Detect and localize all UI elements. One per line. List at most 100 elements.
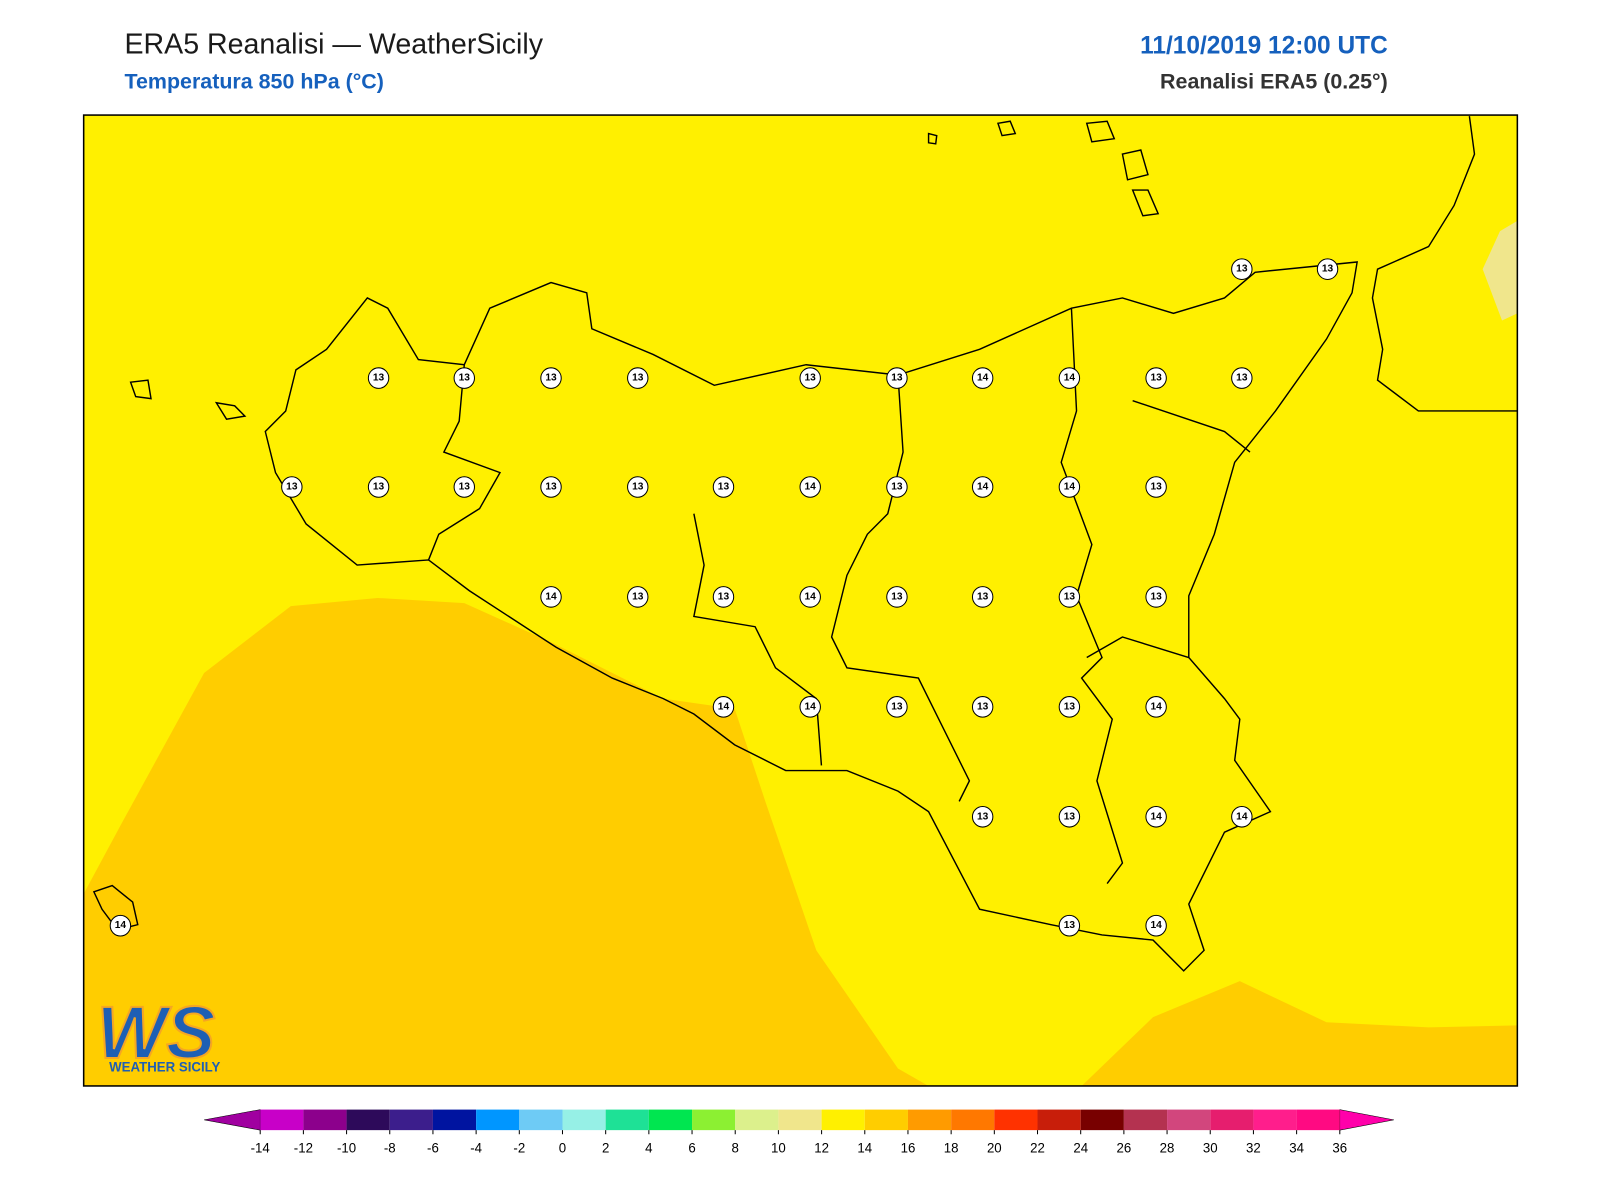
colorbar-tick-label: -8 [384,1141,396,1156]
station-value: 14 [977,481,989,492]
colorbar-tick-label: 36 [1332,1141,1347,1156]
colorbar-tick-label: 2 [602,1141,609,1156]
station-value: 13 [373,481,385,492]
station-marker [1145,476,1167,498]
colorbar-segment [1080,1109,1124,1131]
colorbar-tick-label: 34 [1289,1141,1304,1156]
map-frame [82,114,1519,1087]
province-borders [427,308,1251,884]
colorbar-tick-label: 4 [645,1141,652,1156]
colorbar-segment [778,1109,822,1131]
station-value: 13 [1322,264,1334,275]
colorbar-segment [864,1109,908,1131]
station: 13 [886,367,908,389]
station-marker [1145,367,1167,389]
colorbar-segment [476,1109,520,1131]
colorbar-segment [821,1109,865,1131]
station: 13 [712,586,735,608]
field-14-16 [1081,981,1518,1086]
station: 13 [886,586,908,608]
station: 14 [1231,805,1253,828]
station-marker [1058,914,1081,937]
station-marker [453,367,475,389]
colorbar-segment [1253,1109,1297,1131]
colorbar-tick-label: 14 [857,1141,872,1156]
station-marker [886,696,908,718]
station-marker [799,476,821,498]
colorbar-tick-label: 16 [901,1141,916,1156]
station: 13 [712,476,735,498]
station-marker [971,696,994,718]
station-value: 13 [1150,591,1162,602]
station: 13 [627,476,649,498]
station-value: 14 [805,481,817,492]
station-value: 13 [373,373,385,384]
colorbar-under [204,1109,261,1131]
colorbar-segment [648,1109,693,1131]
station-value: 13 [1064,920,1076,931]
station: 13 [1058,586,1081,608]
station-value: 13 [1064,701,1076,712]
station-value: 13 [545,481,557,492]
islands [92,120,1160,931]
station: 13 [971,586,994,608]
subtitle: Temperatura 850 hPa (°C) [124,69,383,93]
colorbar-segment [1210,1109,1254,1131]
station: 13 [799,367,821,389]
colorbar-segment [735,1109,779,1131]
logo-text: WEATHER SICILY [109,1060,220,1075]
station-marker [1058,805,1081,828]
station-marker [799,367,821,389]
colorbar-tick-label: 32 [1246,1141,1261,1156]
station: 14 [1145,696,1167,718]
station: 13 [1231,367,1253,389]
station: 14 [1058,367,1081,389]
colorbar-tick-label: 18 [944,1141,959,1156]
colorbar: -14 -12 -10 -8 -6 -4 -2 0 2 4 6 8 10 12 14 16 18 20 22 24 26… [204,1109,1394,1156]
station-marker [971,476,994,498]
station-marker [712,586,735,608]
station: 13 [886,696,908,718]
station-marker [1316,258,1339,280]
colorbar-segment [519,1109,563,1131]
station: 13 [627,367,649,389]
colorbar-tick-label: 30 [1203,1141,1218,1156]
colorbar-segment [907,1109,952,1131]
station-value: 13 [286,481,298,492]
station-marker [971,586,994,608]
colorbar-segment [1037,1109,1081,1131]
station-marker [886,367,908,389]
colorbar-segment [260,1109,304,1131]
colorbar-segment [605,1109,649,1131]
station-marker [799,696,821,718]
station-marker [886,586,908,608]
station-marker [540,367,562,389]
station-value: 14 [977,373,989,384]
station: 13 [281,476,303,498]
station-value: 13 [977,811,989,822]
station-value: 13 [718,591,730,602]
station: 14 [799,476,821,498]
colorbar-segment [562,1109,606,1131]
station-marker [886,476,908,498]
field-14-16 [83,597,929,1086]
colorbar-tick-label: -2 [513,1141,525,1156]
station-marker [712,476,735,498]
colorbar-tick-label: -6 [427,1141,439,1156]
colorbar-tick-label: 26 [1117,1141,1132,1156]
colorbar-tick-label: 28 [1160,1141,1175,1156]
station-marker [1145,696,1167,718]
station-value: 14 [1064,373,1076,384]
station-value: 13 [891,373,903,384]
station-marker [453,476,475,498]
colorbar-tick-label: -10 [337,1141,356,1156]
station-marker [1231,805,1253,828]
station: 13 [971,696,994,718]
station: 13 [540,476,562,498]
colorbar-tick-label: 0 [559,1141,566,1156]
station: 14 [799,696,821,718]
station-value: 14 [805,591,817,602]
station-marker [1058,586,1081,608]
source: Reanalisi ERA5 (0.25°) [1160,69,1388,93]
station-marker [540,476,562,498]
